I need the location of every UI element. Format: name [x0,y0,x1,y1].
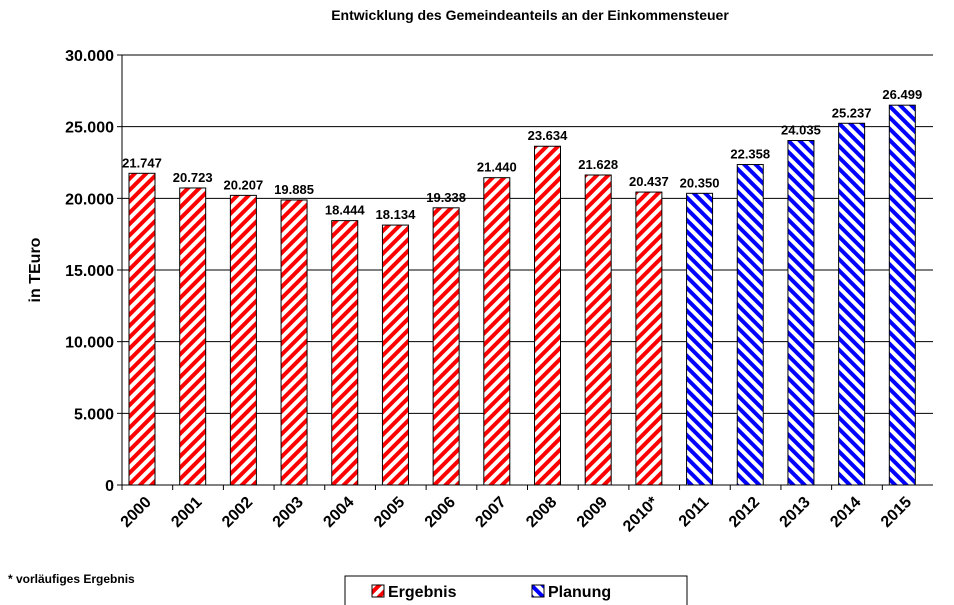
data-label: 18.134 [376,207,417,222]
x-tick-label: 2009 [574,494,611,531]
y-axis-label: in TEuro [27,237,44,302]
bar [584,174,612,486]
x-tick-label: 2008 [523,494,560,531]
bar [686,192,714,486]
data-label: 18.444 [325,203,366,218]
bar [128,172,156,486]
bar [483,177,511,486]
legend-label: Planung [548,584,611,601]
x-tick-label: 2015 [878,494,915,531]
y-tick-label: 20.000 [65,191,114,208]
y-tick-label: 15.000 [65,263,114,280]
y-tick-label: 30.000 [65,48,114,65]
x-tick-label: 2014 [827,494,864,531]
bar [229,194,257,486]
x-tick-label: 2005 [371,494,408,531]
data-label: 19.338 [426,190,466,205]
data-label: 20.207 [223,177,263,192]
x-tick-label: 2011 [676,494,713,531]
data-label: 20.350 [680,175,720,190]
bar [534,145,561,486]
legend-swatch [371,584,385,598]
bar [736,164,764,486]
y-tick-label: 25.000 [65,120,114,137]
legend-swatch [531,584,545,598]
legend-label: Ergebnis [388,584,457,601]
data-label: 21.440 [477,160,517,175]
bar [381,224,409,486]
bar [888,104,916,486]
bar [432,207,460,486]
data-label: 20.723 [173,170,213,185]
x-tick-label: 2002 [219,494,256,531]
bar [179,187,207,486]
x-tick-label: 2003 [270,494,307,531]
y-tick-label: 5.000 [74,406,114,423]
data-label: 25.237 [832,105,872,120]
legend-box [344,575,688,605]
x-tick-label: 2000 [118,494,155,531]
x-tick-label: 2007 [472,494,509,531]
bar [280,199,308,486]
x-tick-label: 2004 [320,494,357,531]
x-tick-label: 2001 [168,494,205,531]
data-label: 21.628 [578,157,618,172]
x-tick-label: 2006 [422,494,459,531]
x-tick-label: 2012 [726,494,763,531]
x-tick-label: 2013 [777,494,814,531]
y-tick-label: 0 [105,478,114,495]
x-tick-label: 2010* [620,493,662,535]
data-label: 19.885 [274,182,314,197]
data-label: 22.358 [730,147,770,162]
y-tick-label: 10.000 [65,335,114,352]
chart-title: Entwicklung des Gemeindeanteils an der E… [331,7,729,23]
bar [331,220,359,486]
bar [635,191,663,486]
data-label: 24.035 [781,122,821,137]
data-label: 20.437 [629,174,669,189]
bar [838,122,866,486]
data-label: 26.499 [882,87,922,102]
bar [787,139,815,486]
data-label: 23.634 [528,128,569,143]
footnote: * vorläufiges Ergebnis [8,572,135,586]
data-label: 21.747 [122,155,162,170]
